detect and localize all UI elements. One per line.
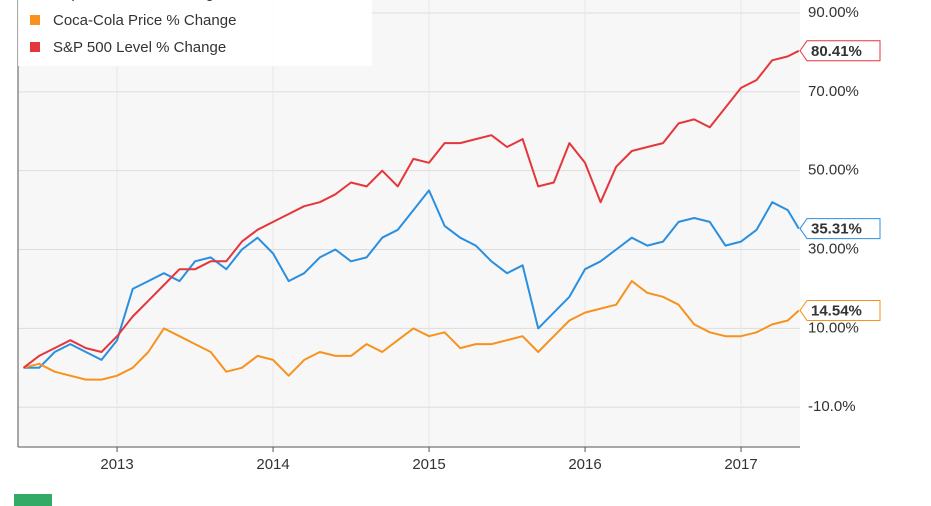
legend: [18, 0, 372, 66]
legend-label: Coca-Cola Price % Change: [53, 12, 236, 29]
end-label: 80.41%: [811, 43, 862, 60]
labels: -10.0% 10.00% 30.00% 50.00% 70.00% 90.00% 2013…: [100, 4, 881, 473]
lines: [22, 49, 800, 381]
legend-swatch: [30, 42, 40, 52]
x-tick-label: 2014: [256, 456, 289, 473]
y-tick-label: 90.00%: [808, 4, 859, 21]
x-tick-label: 2013: [100, 456, 133, 473]
end-label-box: [799, 40, 881, 62]
legend-label: PepsiCo Price % Change: [53, 0, 222, 2]
plot-area: [18, 0, 800, 447]
y-tick-label: -10.0%: [808, 398, 856, 415]
end-label: 14.54%: [811, 302, 862, 319]
legend-swatch: [30, 15, 40, 25]
end-label: 35.31%: [811, 221, 862, 238]
x-tick-label: 2017: [724, 456, 757, 473]
y-tick-label: 30.00%: [808, 240, 859, 257]
x-tick-label: 2015: [412, 456, 445, 473]
x-tick-label: 2016: [568, 456, 601, 473]
y-tick-label: 70.00%: [808, 83, 859, 100]
series-line: [22, 49, 800, 369]
series-line: [23, 189, 800, 369]
logo: [14, 494, 52, 506]
series-line: [23, 280, 800, 381]
y-tick-label: 10.00%: [808, 319, 859, 336]
legend-label: S&P 500 Level % Change: [53, 39, 226, 56]
legend-entries: PepsiCo Price % Change Coca-Cola Price % …: [30, 0, 236, 56]
y-tick-label: 50.00%: [808, 162, 859, 179]
end-label-box: [799, 299, 881, 321]
end-label-box: [799, 218, 881, 240]
